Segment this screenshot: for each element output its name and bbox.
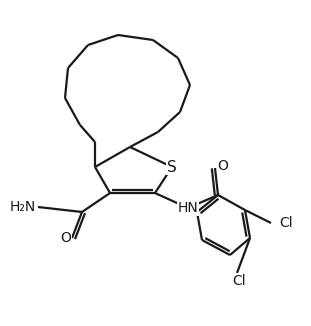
Text: O: O <box>218 159 229 173</box>
Text: HN: HN <box>178 201 198 215</box>
Text: O: O <box>61 231 72 245</box>
Text: Cl: Cl <box>232 274 246 288</box>
Text: S: S <box>167 159 177 174</box>
Text: H₂N: H₂N <box>10 200 36 214</box>
Text: Cl: Cl <box>279 216 293 230</box>
